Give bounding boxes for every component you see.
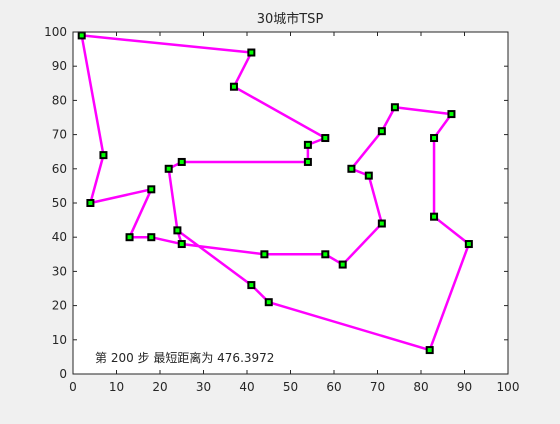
city-marker bbox=[147, 185, 156, 194]
y-tick-label: 30 bbox=[52, 264, 67, 278]
x-tick-label: 50 bbox=[283, 380, 298, 394]
y-tick-label: 0 bbox=[59, 367, 67, 381]
city-marker bbox=[321, 250, 330, 259]
city-marker bbox=[77, 31, 86, 40]
y-tick-label: 100 bbox=[44, 25, 67, 39]
city-marker bbox=[430, 212, 439, 221]
city-marker bbox=[173, 226, 182, 235]
y-tick-label: 70 bbox=[52, 128, 67, 142]
route-path-a bbox=[80, 34, 327, 246]
city-marker bbox=[430, 134, 439, 143]
city-marker bbox=[464, 240, 473, 249]
city-marker bbox=[303, 157, 312, 166]
y-tick-label: 80 bbox=[52, 93, 67, 107]
tick-layer: 0 10 20 30 40 50 60 70 80 90 100 0 10 20 30 40 50 60 70 80 9… bbox=[44, 25, 519, 394]
y-tick-label: 50 bbox=[52, 196, 67, 210]
x-tick-label: 60 bbox=[326, 380, 341, 394]
marker-layer bbox=[77, 31, 473, 355]
city-marker bbox=[247, 281, 256, 290]
y-tick-label: 90 bbox=[52, 59, 67, 73]
chart-title: 30城市TSP bbox=[257, 11, 324, 27]
x-tick-label: 10 bbox=[109, 380, 124, 394]
x-tick-label: 20 bbox=[152, 380, 167, 394]
city-marker bbox=[377, 219, 386, 228]
city-marker bbox=[247, 48, 256, 57]
y-tick-label: 10 bbox=[52, 333, 67, 347]
x-tick-label: 40 bbox=[239, 380, 254, 394]
step-distance-annotation: 第 200 步 最短距离为 476.3972 bbox=[95, 350, 274, 365]
x-tick-label: 30 bbox=[196, 380, 211, 394]
city-marker bbox=[177, 240, 186, 249]
city-marker bbox=[347, 164, 356, 173]
city-marker bbox=[303, 140, 312, 149]
city-marker bbox=[177, 157, 186, 166]
city-marker bbox=[125, 233, 134, 242]
city-marker bbox=[99, 151, 108, 160]
city-marker bbox=[147, 233, 156, 242]
city-marker bbox=[229, 82, 238, 91]
y-tick-label: 20 bbox=[52, 299, 67, 313]
x-tick-label: 0 bbox=[69, 380, 77, 394]
city-marker bbox=[260, 250, 269, 259]
city-marker bbox=[447, 110, 456, 119]
city-marker bbox=[264, 298, 273, 307]
x-tick-label: 90 bbox=[457, 380, 472, 394]
x-tick-label: 100 bbox=[497, 380, 520, 394]
city-marker bbox=[390, 103, 399, 112]
city-marker bbox=[377, 127, 386, 136]
city-marker bbox=[364, 171, 373, 180]
city-marker bbox=[86, 199, 95, 207]
x-tick-label: 80 bbox=[413, 380, 428, 394]
city-marker bbox=[338, 260, 347, 269]
y-tick-label: 60 bbox=[52, 162, 67, 176]
city-marker bbox=[425, 346, 434, 355]
y-tick-label: 40 bbox=[52, 230, 67, 244]
axes-background bbox=[73, 32, 508, 374]
city-marker bbox=[164, 164, 173, 173]
x-tick-label: 70 bbox=[370, 380, 385, 394]
city-marker bbox=[321, 134, 330, 143]
